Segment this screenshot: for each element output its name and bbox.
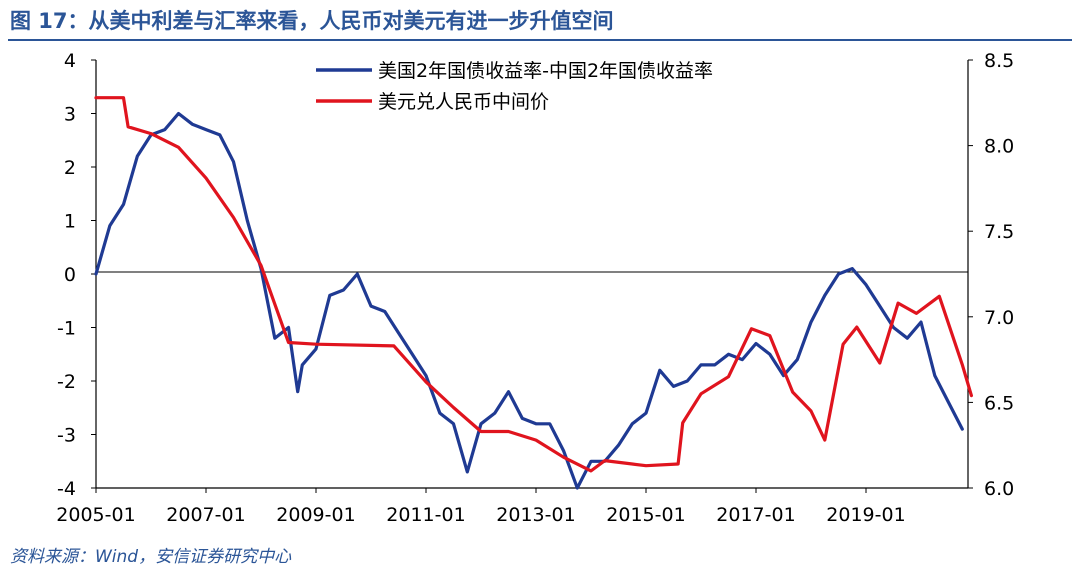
right-axis-ticks: 8.5 8.0 7.5 7.0 6.5 6.0 [968,50,1014,500]
x-tick-label: 2005-01 [56,504,135,526]
right-tick-label: 8.5 [984,50,1014,72]
x-tick-label: 2015-01 [606,504,685,526]
title-divider [8,39,1072,41]
right-tick-label: 7.0 [984,307,1014,329]
left-tick-label: -3 [57,425,76,447]
series-lines [94,96,974,490]
x-axis-ticks: 2005-01 2007-01 2009-01 2011-01 2013-01 2015-… [56,488,906,526]
right-tick-label: 6.0 [984,478,1014,500]
x-tick-label: 2019-01 [826,504,905,526]
left-tick-label: -1 [57,318,76,340]
left-tick-label: -4 [57,478,76,500]
left-tick-label: 3 [64,104,76,126]
x-tick-label: 2013-01 [496,504,575,526]
series-line-2 [94,96,974,473]
left-axis-ticks: 4 3 2 1 0 -1 -2 -3 -4 [57,50,96,500]
figure-title: 图 17：从美中利差与汇率来看，人民币对美元有进一步升值空间 [10,9,614,33]
x-tick-label: 2007-01 [166,504,245,526]
left-tick-label: 4 [64,50,76,72]
legend-label-1: 美国2年国债收益率-中国2年国债收益率 [378,60,713,82]
x-tick-label: 2009-01 [276,504,355,526]
right-tick-label: 6.5 [984,392,1014,414]
right-tick-label: 8.0 [984,136,1014,158]
x-tick-label: 2011-01 [386,504,465,526]
left-tick-label: -2 [57,371,76,393]
source-note: 资料来源：Wind，安信证券研究中心 [10,547,292,567]
right-tick-label: 7.5 [984,221,1014,243]
legend-label-2: 美元兑人民币中间价 [378,91,549,113]
left-tick-label: 2 [64,157,76,179]
left-tick-label: 0 [64,264,76,286]
x-tick-label: 2017-01 [716,504,795,526]
left-tick-label: 1 [64,211,76,233]
series-line-1 [94,111,964,490]
